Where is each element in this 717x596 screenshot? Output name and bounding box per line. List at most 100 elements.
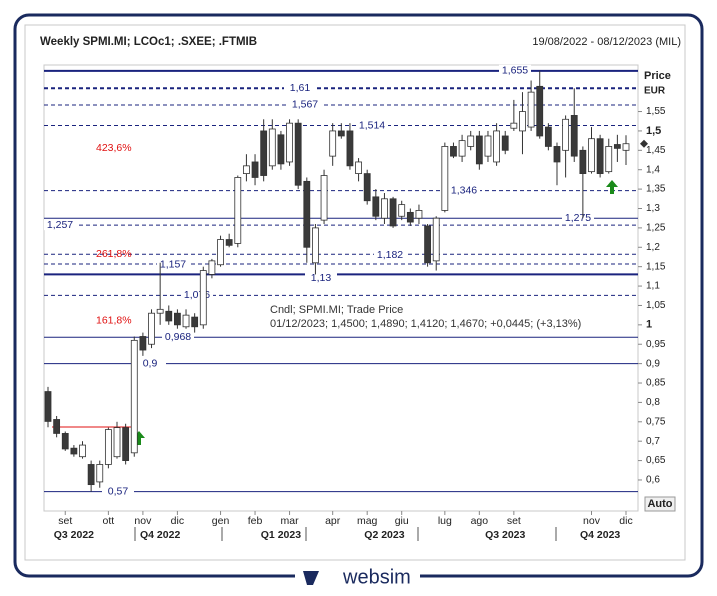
candle-body xyxy=(613,144,621,149)
logo-bg xyxy=(295,566,420,588)
candle-body xyxy=(225,239,233,246)
y-axis-unit: EUR xyxy=(644,86,666,97)
x-tick-label: lug xyxy=(438,515,452,527)
candle-body xyxy=(363,173,371,202)
level-label: 1,567 xyxy=(292,99,318,111)
y-tick-label: 1,1 xyxy=(646,281,660,292)
level-label: 1,182 xyxy=(377,249,403,261)
candle-body xyxy=(372,196,380,217)
level-label: 1,157 xyxy=(160,259,186,271)
y-tick-label: 1,25 xyxy=(646,223,666,234)
candle-body xyxy=(441,146,449,211)
candle-body xyxy=(467,135,475,147)
y-tick-label: 1,5 xyxy=(646,125,661,137)
y-tick-label: 0,6 xyxy=(646,475,660,486)
y-tick-label: 0,85 xyxy=(646,378,666,389)
candle-body xyxy=(217,239,224,266)
level-label-bg xyxy=(162,331,194,343)
quarter-label: Q3 2023 xyxy=(485,529,525,541)
candle-body xyxy=(294,122,302,186)
candle-body xyxy=(381,198,388,219)
candle-body xyxy=(234,177,242,244)
x-tick-label: apr xyxy=(325,515,341,527)
candle-body xyxy=(484,135,492,157)
y-axis-title: Price xyxy=(644,70,671,82)
candle-body xyxy=(570,115,578,157)
level-label: 1,275 xyxy=(565,212,591,224)
candle-body xyxy=(562,118,570,151)
x-tick-label: mar xyxy=(281,515,300,527)
candle-body xyxy=(165,310,173,322)
level-label: 1,13 xyxy=(311,272,332,284)
candle-body xyxy=(475,135,483,165)
candle-body xyxy=(122,427,130,461)
level-label: 0,9 xyxy=(143,357,158,369)
candle-body xyxy=(432,217,440,262)
quarter-label: Q4 2023 xyxy=(580,529,620,541)
y-tick-label: 1 xyxy=(646,319,652,331)
fib-label: 261,8% xyxy=(96,248,132,260)
candle-body xyxy=(277,134,285,165)
level-label-bg xyxy=(356,119,388,131)
candle-body xyxy=(544,126,552,147)
candle-body xyxy=(355,161,362,174)
x-tick-label: set xyxy=(58,515,72,527)
candle-body xyxy=(406,211,414,223)
level-label: 1,346 xyxy=(451,184,477,196)
level-label: 1,514 xyxy=(359,119,385,131)
level-label-bg xyxy=(284,82,316,94)
level-label-bg xyxy=(157,258,189,270)
candle-body xyxy=(251,161,259,178)
level-label-bg xyxy=(448,184,480,196)
level-label-bg xyxy=(374,249,406,261)
candle-body xyxy=(596,138,604,174)
candle-body xyxy=(493,130,500,163)
logo-icon xyxy=(303,571,319,585)
level-label-bg xyxy=(562,212,594,224)
candle-body xyxy=(605,146,613,173)
quarter-label: Q1 2023 xyxy=(261,529,301,541)
logo-text: websim xyxy=(342,566,411,588)
x-tick-label: nov xyxy=(134,515,152,527)
x-tick-label: giu xyxy=(395,515,409,527)
candle-body xyxy=(519,111,526,132)
candle-body xyxy=(398,204,406,217)
candle-body xyxy=(191,316,199,328)
quarter-label: Q2 2023 xyxy=(364,529,404,541)
candle-body xyxy=(130,339,138,454)
date-range: 19/08/2022 - 08/12/2023 (MIL) xyxy=(532,36,681,48)
level-label-bg xyxy=(499,64,531,76)
candle-body xyxy=(79,444,86,458)
y-tick-label: 0,75 xyxy=(646,416,666,427)
x-tick-label: dic xyxy=(171,515,184,527)
candle-body xyxy=(553,146,561,163)
candle-body xyxy=(87,464,95,486)
y-tick-label: 1,05 xyxy=(646,300,666,311)
candle-body xyxy=(148,312,155,345)
x-tick-label: dic xyxy=(619,515,632,527)
candle-body xyxy=(156,308,164,314)
auto-button[interactable] xyxy=(644,496,676,512)
candle-body xyxy=(588,138,595,173)
last-price-marker xyxy=(640,139,648,148)
info-values: 01/12/2023; 1,4500; 1,4890; 1,4120; 1,46… xyxy=(270,318,581,330)
candle-body xyxy=(96,464,104,483)
x-tick-label: feb xyxy=(248,515,263,527)
candle-body xyxy=(389,198,397,227)
candle-body xyxy=(579,149,587,174)
quarter-label: Q4 2022 xyxy=(140,529,180,541)
x-tick-label: mag xyxy=(357,515,378,527)
candle-body xyxy=(286,122,293,163)
x-tick-label: set xyxy=(507,515,521,527)
level-label: 0,968 xyxy=(165,331,191,343)
chart-title: Weekly SPMI.MI; LCOc1; .SXEE; .FTMIB xyxy=(40,36,257,48)
candle-body xyxy=(174,312,181,326)
auto-button-label[interactable]: Auto xyxy=(647,498,672,510)
y-tick-label: 0,9 xyxy=(646,358,660,369)
y-tick-label: 1,4 xyxy=(646,164,660,175)
quarter-label: Q3 2022 xyxy=(54,529,94,541)
level-label-bg xyxy=(181,289,213,301)
y-tick-label: 0,7 xyxy=(646,436,660,447)
candle-body xyxy=(622,143,630,151)
